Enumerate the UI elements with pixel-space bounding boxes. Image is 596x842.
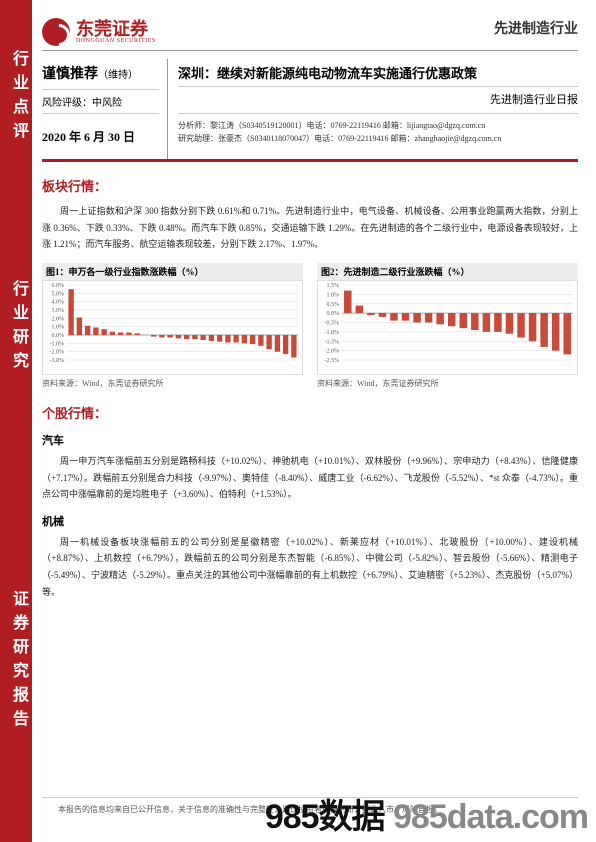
- risk-label: 风险评级：: [42, 98, 92, 109]
- svg-text:1.0%: 1.0%: [52, 325, 65, 331]
- logo-area: 东莞证券 DONGGUAN SECURITIES: [42, 18, 156, 46]
- sub2-title: 机械: [42, 513, 578, 529]
- rating-suffix: （维持）: [98, 70, 138, 81]
- chart-1: 图1：申万各一级行业指数涨跌幅（%） -3.0% -2.0% -1.0% 0.0% 1.…: [42, 263, 303, 389]
- band-label-1: 行业点评: [6, 50, 30, 146]
- svg-text:-2.5%: -2.5%: [325, 358, 340, 364]
- svg-text:0.5%: 0.5%: [327, 302, 340, 308]
- section-1-title: 板块行情：: [42, 176, 578, 195]
- analyst-2: 研究助理：张豪杰（S0340118070047）电话：0769-22119416…: [178, 133, 578, 146]
- rating-text: 谨慎推荐: [42, 67, 98, 82]
- logo-text: 东莞证券: [76, 20, 156, 38]
- left-category-band: 行业点评 行业研究 证券研究报告: [0, 0, 32, 842]
- info-left: 谨慎推荐（维持） 风险评级：中风险 2020 年 6 月 30 日: [42, 59, 168, 159]
- header: 东莞证券 DONGGUAN SECURITIES 先进制造行业: [42, 18, 578, 51]
- svg-text:-0.5%: -0.5%: [325, 320, 340, 326]
- wm-2: 985data.com: [393, 798, 588, 836]
- chart-2-title: 图2：先进制造二级行业涨跌幅（%）: [317, 263, 578, 280]
- svg-text:-1.5%: -1.5%: [325, 339, 340, 345]
- svg-text:-2.0%: -2.0%: [50, 350, 65, 356]
- svg-text:1.0%: 1.0%: [327, 292, 340, 298]
- analyst-info: 分析师：黎江涛（S0340519120001）电话：0769-22119416 …: [178, 114, 578, 146]
- industry-label: 先进制造行业: [494, 18, 578, 38]
- svg-text:-1.0%: -1.0%: [325, 330, 340, 336]
- report-subtitle: 先进制造行业日报: [178, 87, 578, 114]
- wm-1: 985数据: [265, 798, 393, 836]
- chart-1-title: 图1：申万各一级行业指数涨跌幅（%）: [42, 263, 303, 280]
- risk-level: 风险评级：中风险: [42, 89, 159, 114]
- analyst-1: 分析师：黎江涛（S0340519120001）电话：0769-22119416 …: [178, 120, 578, 133]
- svg-text:2.0%: 2.0%: [52, 316, 65, 322]
- chart-2-svg: -2.5% -2.0% -1.5% -1.0% -0.5% 0.0% 0.5% 1.0% 1.5…: [318, 281, 577, 374]
- band-label-3: 证券研究报告: [6, 590, 30, 734]
- svg-text:5.0%: 5.0%: [52, 291, 65, 297]
- charts-row: 图1：申万各一级行业指数涨跌幅（%） -3.0% -2.0% -1.0% 0.0% 1.…: [42, 263, 578, 389]
- chart-2-source: 资料来源：Wind，东莞证券研究所: [317, 378, 578, 389]
- sub1-para: 周一申万汽车涨幅前五分别是路畅科技（+10.02%）、神驰机电（+10.01%）…: [42, 453, 578, 503]
- sub1-title: 汽车: [42, 432, 578, 448]
- report-title: 深圳：继续对新能源纯电动物流车实施通行优惠政策: [178, 59, 578, 87]
- section-1-para: 周一上证指数和沪深 300 指数分别下跌 0.61%和 0.71%。先进制造行业…: [42, 203, 578, 253]
- svg-text:6.0%: 6.0%: [52, 283, 65, 289]
- svg-text:4.0%: 4.0%: [52, 300, 65, 306]
- risk-value: 中风险: [92, 98, 122, 109]
- info-block: 谨慎推荐（维持） 风险评级：中风险 2020 年 6 月 30 日 深圳：继续对…: [42, 59, 578, 162]
- svg-text:-2.0%: -2.0%: [325, 349, 340, 355]
- svg-text:-3.0%: -3.0%: [50, 358, 65, 364]
- band-label-2: 行业研究: [6, 280, 30, 376]
- watermark: 985数据 985data.com: [265, 789, 588, 838]
- svg-text:0.0%: 0.0%: [327, 311, 340, 317]
- chart-2: 图2：先进制造二级行业涨跌幅（%） -2.5% -2.0% -1.5% -1.0% -0…: [317, 263, 578, 389]
- report-date: 2020 年 6 月 30 日: [42, 114, 159, 159]
- chart-1-svg: -3.0% -2.0% -1.0% 0.0% 1.0% 2.0% 3.0% 4.0% 5.0% 6…: [43, 281, 302, 374]
- section-2-title: 个股行情：: [42, 403, 578, 422]
- rating: 谨慎推荐（维持）: [42, 59, 159, 87]
- svg-text:1.5%: 1.5%: [327, 283, 340, 289]
- svg-text:0.0%: 0.0%: [52, 333, 65, 339]
- logo-sub: DONGGUAN SECURITIES: [76, 38, 156, 44]
- svg-text:3.0%: 3.0%: [52, 308, 65, 314]
- svg-text:-1.0%: -1.0%: [50, 341, 65, 347]
- chart-1-source: 资料来源：Wind，东莞证券研究所: [42, 378, 303, 389]
- chart-1-area: -3.0% -2.0% -1.0% 0.0% 1.0% 2.0% 3.0% 4.0% 5.0% 6…: [42, 280, 303, 375]
- info-right: 深圳：继续对新能源纯电动物流车实施通行优惠政策 先进制造行业日报 分析师：黎江涛…: [168, 59, 578, 159]
- sub2-para: 周一机械设备板块涨幅前五的公司分别是星徽精密（+10.02%）、新莱应材（+10…: [42, 534, 578, 601]
- chart-2-area: -2.5% -2.0% -1.5% -1.0% -0.5% 0.0% 0.5% 1.0% 1.5…: [317, 280, 578, 375]
- logo-icon: [42, 18, 70, 46]
